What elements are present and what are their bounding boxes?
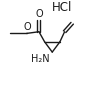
- Text: O: O: [35, 9, 43, 19]
- Text: H₂N: H₂N: [31, 54, 49, 64]
- Text: HCl: HCl: [52, 1, 72, 14]
- Text: O: O: [23, 22, 31, 32]
